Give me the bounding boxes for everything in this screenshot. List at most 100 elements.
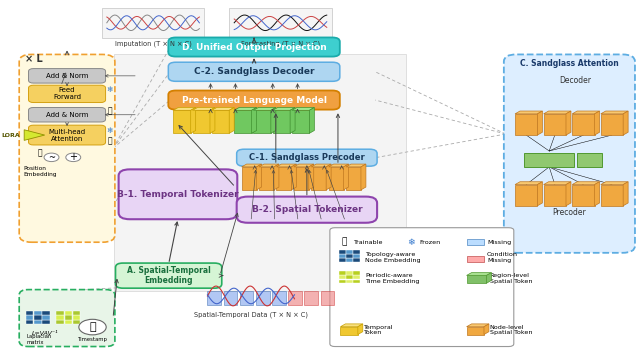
Bar bbox=[42, 320, 50, 324]
Bar bbox=[72, 320, 80, 324]
Polygon shape bbox=[294, 164, 314, 167]
Bar bbox=[353, 279, 360, 283]
Text: ❄: ❄ bbox=[107, 126, 113, 135]
Polygon shape bbox=[623, 111, 628, 135]
FancyBboxPatch shape bbox=[168, 62, 340, 81]
Polygon shape bbox=[361, 164, 366, 190]
Text: 🔥: 🔥 bbox=[108, 106, 112, 115]
Bar bbox=[346, 250, 353, 254]
Polygon shape bbox=[291, 164, 296, 190]
Text: × L: × L bbox=[25, 54, 42, 64]
Bar bbox=[42, 315, 50, 320]
Bar bbox=[223, 291, 237, 305]
Bar bbox=[193, 110, 210, 133]
Text: 🔥: 🔥 bbox=[342, 238, 347, 247]
Text: B-1. Temporal Tokenizer: B-1. Temporal Tokenizer bbox=[117, 190, 239, 199]
Polygon shape bbox=[271, 108, 276, 133]
Bar bbox=[65, 320, 72, 324]
Polygon shape bbox=[191, 108, 196, 133]
Bar bbox=[467, 256, 484, 262]
Circle shape bbox=[44, 153, 59, 162]
FancyBboxPatch shape bbox=[237, 197, 377, 223]
Bar bbox=[601, 114, 623, 135]
Text: C. Sandglass Attention: C. Sandglass Attention bbox=[520, 59, 619, 68]
Text: Frozen: Frozen bbox=[419, 240, 440, 245]
Bar bbox=[346, 167, 361, 190]
Bar bbox=[321, 291, 334, 305]
Polygon shape bbox=[566, 182, 571, 206]
Bar bbox=[56, 311, 64, 315]
Polygon shape bbox=[601, 111, 628, 114]
Text: Add & Norm: Add & Norm bbox=[46, 112, 88, 118]
Bar bbox=[272, 291, 285, 305]
Polygon shape bbox=[257, 164, 262, 190]
Text: Condition
Missing: Condition Missing bbox=[487, 252, 518, 263]
Text: D. Unified Output Projection: D. Unified Output Projection bbox=[182, 43, 326, 51]
Polygon shape bbox=[595, 111, 600, 135]
FancyBboxPatch shape bbox=[29, 108, 106, 122]
Polygon shape bbox=[572, 182, 600, 185]
Text: L=VAV⁻¹: L=VAV⁻¹ bbox=[31, 331, 58, 335]
Bar bbox=[56, 315, 64, 320]
Polygon shape bbox=[308, 164, 314, 190]
Bar bbox=[577, 153, 602, 167]
Text: C-2. Sandglass Decoder: C-2. Sandglass Decoder bbox=[194, 67, 314, 76]
Bar bbox=[543, 114, 566, 135]
Polygon shape bbox=[484, 324, 489, 334]
Text: Timestamp: Timestamp bbox=[77, 337, 108, 342]
Text: Temporal
Token: Temporal Token bbox=[363, 324, 392, 335]
Bar bbox=[339, 279, 346, 283]
Bar bbox=[601, 185, 623, 206]
Bar bbox=[467, 239, 484, 245]
Polygon shape bbox=[623, 182, 628, 206]
Text: ⏱: ⏱ bbox=[89, 322, 96, 332]
Bar bbox=[515, 114, 538, 135]
FancyBboxPatch shape bbox=[168, 38, 340, 56]
Bar bbox=[26, 315, 33, 320]
FancyBboxPatch shape bbox=[29, 69, 106, 83]
Bar bbox=[26, 311, 33, 315]
Bar bbox=[259, 167, 274, 190]
Bar bbox=[34, 315, 42, 320]
Bar bbox=[276, 167, 291, 190]
FancyBboxPatch shape bbox=[19, 54, 115, 242]
Text: C-1. Sandglass Precoder: C-1. Sandglass Precoder bbox=[249, 153, 365, 162]
Polygon shape bbox=[259, 164, 279, 167]
Polygon shape bbox=[538, 111, 542, 135]
Polygon shape bbox=[566, 111, 571, 135]
Bar bbox=[339, 271, 346, 275]
Polygon shape bbox=[595, 182, 600, 206]
Polygon shape bbox=[340, 324, 363, 327]
Bar bbox=[340, 327, 358, 334]
Text: Periodic-aware
Time Embedding: Periodic-aware Time Embedding bbox=[365, 273, 420, 284]
Circle shape bbox=[66, 153, 81, 162]
FancyBboxPatch shape bbox=[118, 169, 237, 219]
Bar bbox=[256, 291, 269, 305]
Bar bbox=[207, 291, 221, 305]
Text: B-2. Spatial Tokenizer: B-2. Spatial Tokenizer bbox=[252, 205, 362, 214]
Text: Feed
Forward: Feed Forward bbox=[53, 87, 81, 100]
Bar bbox=[173, 110, 191, 133]
Polygon shape bbox=[538, 182, 542, 206]
Polygon shape bbox=[276, 164, 296, 167]
Text: Imputation (T × N × C): Imputation (T × N × C) bbox=[115, 41, 191, 47]
Bar bbox=[294, 167, 308, 190]
FancyBboxPatch shape bbox=[19, 290, 115, 346]
Polygon shape bbox=[486, 273, 492, 283]
Bar bbox=[346, 271, 353, 275]
Text: LORA: LORA bbox=[1, 132, 20, 138]
Text: Node-level
Spatial Token: Node-level Spatial Token bbox=[490, 324, 532, 335]
Bar bbox=[65, 315, 72, 320]
Bar bbox=[328, 167, 344, 190]
Polygon shape bbox=[24, 130, 45, 140]
Bar bbox=[115, 54, 406, 291]
Text: Precoder: Precoder bbox=[552, 208, 586, 217]
Polygon shape bbox=[273, 108, 295, 110]
Polygon shape bbox=[358, 324, 363, 334]
Text: Position
Embedding: Position Embedding bbox=[23, 166, 56, 177]
Text: ❄: ❄ bbox=[407, 238, 414, 247]
FancyBboxPatch shape bbox=[29, 125, 106, 145]
Bar bbox=[65, 311, 72, 315]
Text: Add & Norm: Add & Norm bbox=[46, 73, 88, 79]
Text: Decoder: Decoder bbox=[559, 76, 591, 86]
